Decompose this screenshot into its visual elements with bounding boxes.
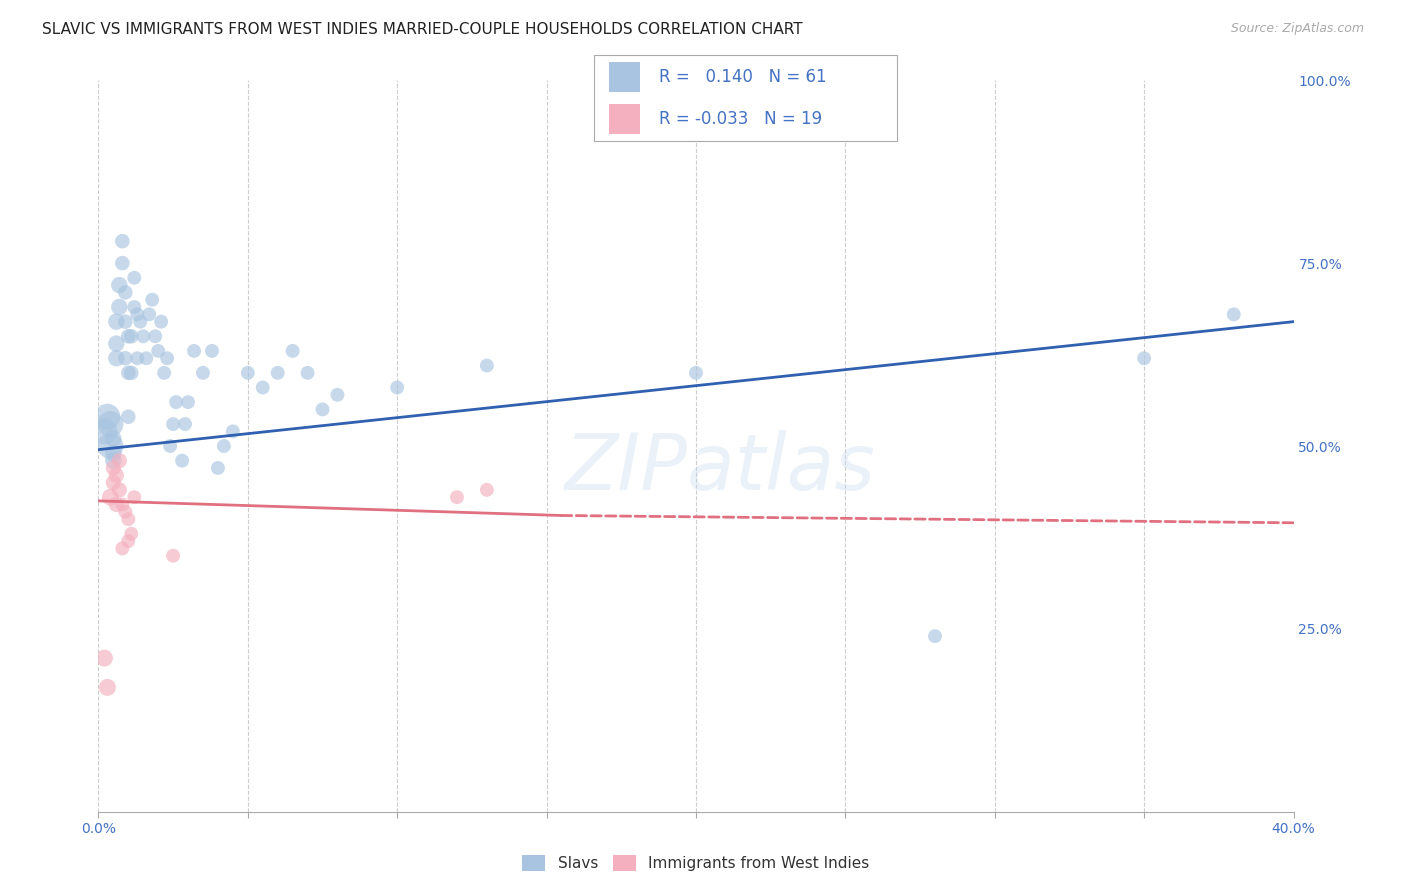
- Point: [143, 329, 166, 343]
- Point: [111, 234, 134, 248]
- Point: [114, 351, 136, 366]
- Point: [129, 315, 152, 329]
- Point: [326, 388, 349, 402]
- Point: [98, 439, 122, 453]
- Point: [105, 315, 128, 329]
- FancyBboxPatch shape: [593, 55, 897, 141]
- Point: [103, 475, 125, 490]
- Point: [191, 366, 214, 380]
- Point: [177, 395, 200, 409]
- Point: [207, 461, 229, 475]
- Point: [172, 453, 194, 467]
- Point: [297, 366, 319, 380]
- Point: [475, 483, 498, 497]
- Point: [114, 315, 136, 329]
- Point: [93, 425, 115, 439]
- Point: [108, 300, 131, 314]
- Point: [111, 256, 134, 270]
- Point: [117, 534, 139, 549]
- Text: SLAVIC VS IMMIGRANTS FROM WEST INDIES MARRIED-COUPLE HOUSEHOLDS CORRELATION CHAR: SLAVIC VS IMMIGRANTS FROM WEST INDIES MA…: [42, 22, 803, 37]
- Point: [105, 468, 128, 483]
- Point: [93, 651, 115, 665]
- Point: [108, 483, 131, 497]
- Point: [103, 461, 125, 475]
- Point: [153, 366, 176, 380]
- Point: [183, 343, 205, 358]
- Point: [165, 395, 187, 409]
- Text: Source: ZipAtlas.com: Source: ZipAtlas.com: [1230, 22, 1364, 36]
- Point: [135, 351, 157, 366]
- Point: [267, 366, 290, 380]
- Point: [222, 425, 245, 439]
- Point: [117, 512, 139, 526]
- Point: [138, 307, 160, 321]
- Point: [174, 417, 197, 431]
- Point: [162, 417, 184, 431]
- Point: [111, 498, 134, 512]
- Text: R =   0.140   N = 61: R = 0.140 N = 61: [658, 68, 827, 87]
- Point: [159, 439, 181, 453]
- Point: [124, 270, 146, 285]
- Point: [98, 490, 122, 504]
- Point: [120, 366, 142, 380]
- Point: [385, 380, 409, 394]
- Point: [127, 351, 149, 366]
- Point: [150, 315, 173, 329]
- Point: [103, 446, 125, 460]
- Point: [132, 329, 155, 343]
- Point: [127, 307, 149, 321]
- Point: [162, 549, 184, 563]
- Point: [1133, 351, 1156, 366]
- Point: [98, 417, 122, 431]
- Point: [311, 402, 333, 417]
- Point: [117, 409, 139, 424]
- Legend: Slavs, Immigrants from West Indies: Slavs, Immigrants from West Indies: [516, 849, 876, 877]
- Point: [108, 453, 131, 467]
- Point: [120, 329, 142, 343]
- FancyBboxPatch shape: [609, 104, 640, 134]
- Point: [117, 329, 139, 343]
- Point: [141, 293, 163, 307]
- Point: [111, 541, 134, 556]
- Point: [156, 351, 179, 366]
- Text: R = -0.033   N = 19: R = -0.033 N = 19: [658, 110, 821, 128]
- Point: [114, 505, 136, 519]
- FancyBboxPatch shape: [609, 62, 640, 92]
- Point: [148, 343, 170, 358]
- Point: [124, 490, 146, 504]
- Point: [108, 278, 131, 293]
- Point: [105, 336, 128, 351]
- Point: [96, 681, 118, 695]
- Point: [236, 366, 259, 380]
- Point: [281, 343, 304, 358]
- Point: [103, 453, 125, 467]
- Point: [117, 366, 139, 380]
- Point: [252, 380, 274, 394]
- Point: [124, 300, 146, 314]
- Point: [475, 359, 498, 373]
- Point: [212, 439, 235, 453]
- Text: ZIPatlas: ZIPatlas: [564, 430, 876, 506]
- Point: [103, 432, 125, 446]
- Point: [201, 343, 224, 358]
- Point: [924, 629, 946, 643]
- Point: [685, 366, 707, 380]
- Point: [446, 490, 468, 504]
- Point: [120, 526, 142, 541]
- Point: [1223, 307, 1246, 321]
- Point: [96, 409, 118, 424]
- Point: [105, 498, 128, 512]
- Point: [114, 285, 136, 300]
- Point: [105, 351, 128, 366]
